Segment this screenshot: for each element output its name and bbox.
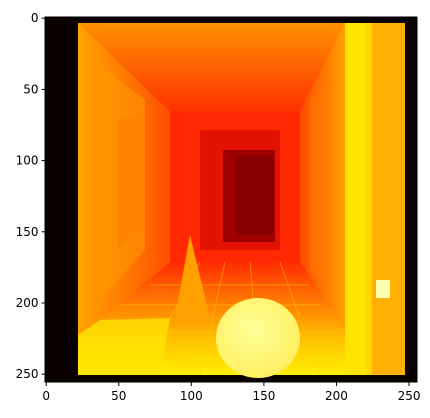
y-tick-label: 100 — [16, 154, 39, 168]
x-tick-label: 100 — [180, 389, 203, 403]
x-tick-label: 200 — [325, 389, 348, 403]
x-axis-ticks: 0 50 100 150 200 250 — [42, 382, 420, 403]
y-axis-ticks: 0 50 100 150 200 250 — [16, 11, 46, 381]
x-tick-label: 150 — [252, 389, 275, 403]
y-tick-label: 50 — [23, 82, 38, 96]
sphere-object — [216, 298, 300, 378]
depth-image — [45, 17, 417, 382]
y-tick-label: 200 — [16, 296, 39, 310]
x-tick-label: 0 — [42, 389, 50, 403]
x-tick-label: 250 — [398, 389, 421, 403]
y-tick-label: 250 — [16, 367, 39, 381]
x-tick-label: 50 — [111, 389, 126, 403]
y-tick-label: 0 — [31, 11, 39, 25]
y-tick-label: 150 — [16, 225, 39, 239]
